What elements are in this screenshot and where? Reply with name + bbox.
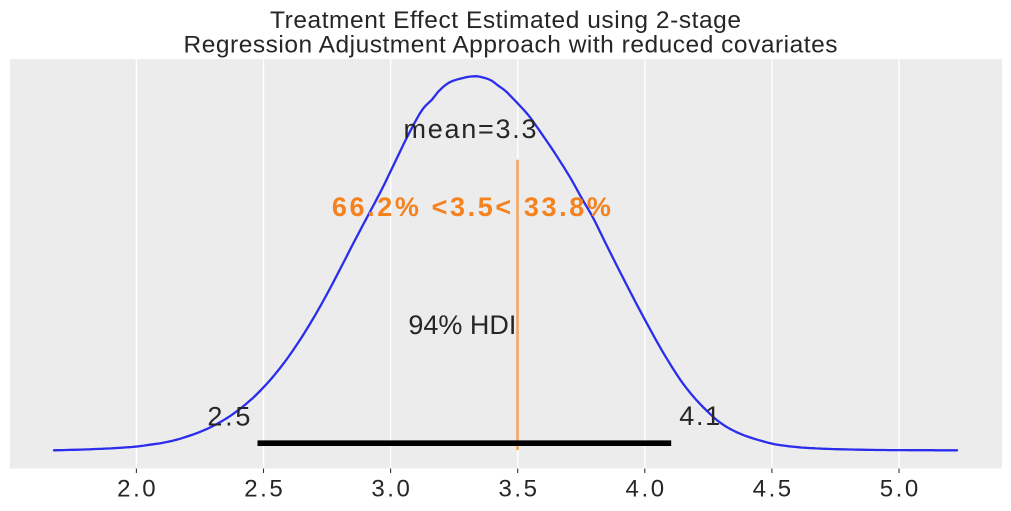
svg-text:2.5: 2.5 bbox=[207, 402, 250, 432]
svg-text:2.5: 2.5 bbox=[244, 476, 283, 503]
svg-text:3.5: 3.5 bbox=[498, 476, 537, 503]
svg-text:5.0: 5.0 bbox=[880, 476, 919, 503]
svg-text:66.2% <3.5< 33.8%: 66.2% <3.5< 33.8% bbox=[332, 192, 611, 222]
svg-text:Treatment Effect Estimated usi: Treatment Effect Estimated using 2-stage bbox=[270, 7, 741, 34]
svg-text:4.5: 4.5 bbox=[753, 476, 792, 503]
svg-text:4.0: 4.0 bbox=[626, 476, 665, 503]
svg-text:2.0: 2.0 bbox=[117, 476, 156, 503]
svg-text:Regression Adjustment Approach: Regression Adjustment Approach with redu… bbox=[184, 32, 838, 59]
svg-text:mean=3.3: mean=3.3 bbox=[404, 114, 537, 144]
svg-text:3.0: 3.0 bbox=[371, 476, 410, 503]
svg-text:4.1: 4.1 bbox=[679, 401, 720, 431]
svg-text:94% HDI: 94% HDI bbox=[408, 310, 516, 340]
